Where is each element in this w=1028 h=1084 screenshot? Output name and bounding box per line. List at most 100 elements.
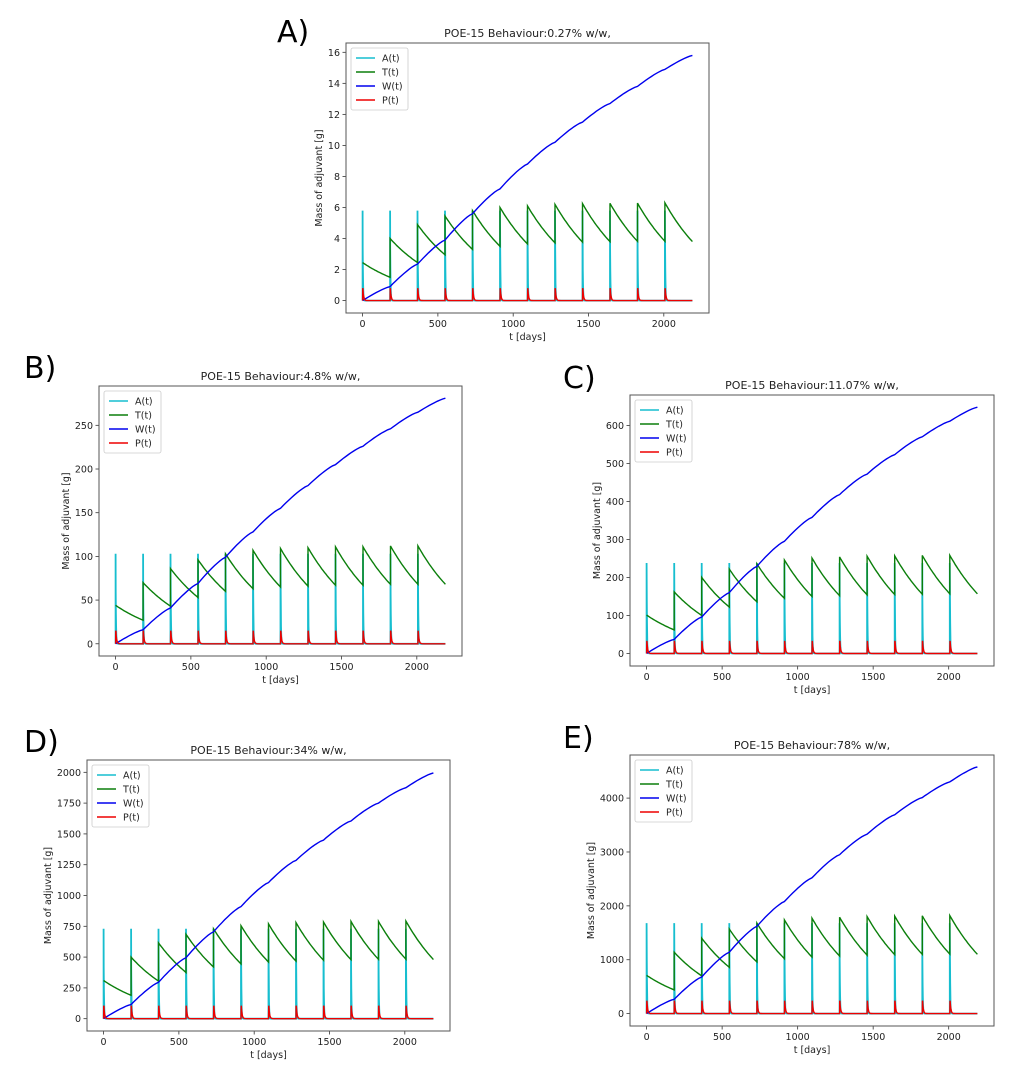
legend-label: P(t) [666, 448, 683, 459]
panel-c: C) POE-15 Behaviour:11.07% w/w,0 500 1000 15… [563, 361, 995, 696]
y-tick-label: 600 [606, 421, 624, 432]
legend: A(t) T(t) W(t) P(t) [91, 764, 150, 828]
x-tick-label: 2000 [405, 662, 429, 673]
y-tick-label: 14 [328, 79, 340, 90]
legend-label: W(t) [382, 82, 403, 93]
y-tick-label: 200 [75, 465, 93, 476]
x-axis-label: t [days] [794, 1045, 831, 1056]
x-tick-label: 500 [170, 1037, 188, 1048]
chart-title: POE-15 Behaviour:0.27% w/w, [444, 27, 611, 40]
y-tick-label: 0 [618, 649, 624, 660]
series-line-W [646, 406, 978, 655]
chart-title: POE-15 Behaviour:78% w/w, [734, 739, 890, 752]
y-tick-label: 150 [75, 508, 93, 519]
legend-label: A(t) [666, 406, 684, 417]
legend-label: W(t) [123, 799, 144, 810]
y-tick-label: 2000 [600, 901, 624, 912]
legend-box [103, 390, 162, 454]
legend-label: T(t) [665, 780, 683, 791]
series-group [102, 772, 434, 1020]
y-axis-label: Mass of adjuvant [g] [314, 129, 325, 226]
legend-label: P(t) [666, 808, 683, 819]
x-tick-label: 2000 [937, 672, 961, 683]
y-tick-label: 400 [606, 497, 624, 508]
x-tick-label: 2000 [937, 1032, 961, 1043]
panel-letter: B) [24, 351, 56, 386]
y-tick-label: 1750 [57, 799, 81, 810]
legend-label: W(t) [666, 434, 687, 445]
series-line-W [115, 397, 446, 645]
y-tick-label: 0 [87, 639, 93, 650]
legend-label: T(t) [665, 420, 683, 431]
y-tick-label: 10 [328, 141, 340, 152]
panel-letter: C) [563, 361, 596, 396]
x-tick-label: 500 [182, 662, 200, 673]
y-tick-label: 8 [334, 172, 340, 183]
legend-label: P(t) [123, 813, 140, 824]
chart-title: POE-15 Behaviour:11.07% w/w, [725, 379, 899, 392]
x-tick-label: 1500 [317, 1037, 341, 1048]
series-line-P [361, 287, 693, 302]
x-tick-label: 1000 [786, 1032, 810, 1043]
x-tick-label: 0 [113, 662, 119, 673]
axes-frame [98, 385, 463, 657]
panel-a: A) POE-15 Behaviour:0.27% w/w, 0 500 1000 150… [277, 15, 710, 343]
series-line-P [645, 1000, 978, 1015]
legend-label: T(t) [134, 411, 152, 422]
legend-box [634, 399, 693, 463]
series-line-P [645, 640, 978, 655]
x-tick-label: 1000 [501, 319, 525, 330]
y-axis-label: Mass of adjuvant [g] [586, 842, 597, 939]
series-group [361, 54, 693, 302]
y-tick-label: 1250 [57, 860, 81, 871]
legend-label: W(t) [135, 425, 156, 436]
legend: A(t) T(t) W(t) P(t) [103, 390, 162, 454]
panel-d: D) POE-15 Behaviour:34% w/w, 0 500 1000 1500 2… [24, 725, 451, 1061]
y-axis-label: Mass of adjuvant [g] [592, 482, 603, 579]
legend-box [634, 759, 693, 823]
x-tick-label: 1000 [242, 1037, 266, 1048]
series-group [645, 406, 978, 655]
y-tick-label: 100 [606, 611, 624, 622]
legend-label: W(t) [666, 794, 687, 805]
axes-frame [345, 42, 710, 314]
x-tick-label: 2000 [393, 1037, 417, 1048]
y-tick-label: 4 [334, 234, 340, 245]
x-tick-label: 2000 [652, 319, 676, 330]
y-tick-label: 250 [75, 421, 93, 432]
series-group [645, 766, 978, 1015]
y-tick-label: 0 [618, 1009, 624, 1020]
y-axis-label: Mass of adjuvant [g] [43, 847, 54, 944]
x-tick-label: 500 [429, 319, 447, 330]
legend-label: T(t) [122, 785, 140, 796]
y-axis-label: Mass of adjuvant [g] [61, 472, 72, 569]
x-tick-label: 1000 [254, 662, 278, 673]
x-tick-label: 0 [360, 319, 366, 330]
axes-frame [629, 394, 995, 667]
panel-letter: A) [277, 15, 309, 50]
series-line-T [646, 913, 978, 991]
x-tick-label: 1500 [576, 319, 600, 330]
y-tick-label: 500 [606, 459, 624, 470]
legend-label: A(t) [382, 54, 400, 65]
y-tick-label: 100 [75, 552, 93, 563]
x-axis-label: t [days] [794, 685, 831, 696]
legend-label: A(t) [666, 766, 684, 777]
x-tick-label: 1500 [329, 662, 353, 673]
panel-b: B) POE-15 Behaviour:4.8% w/w,0 500 1000 1500… [24, 351, 463, 686]
y-tick-label: 0 [75, 1014, 81, 1025]
panel-e: E) POE-15 Behaviour:78% w/w, 0 500 1000 1500 2… [563, 721, 995, 1056]
y-tick-label: 1000 [600, 955, 624, 966]
x-axis-label: t [days] [262, 675, 299, 686]
x-tick-label: 500 [713, 1032, 731, 1043]
legend-label: P(t) [135, 439, 152, 450]
x-axis-label: t [days] [250, 1050, 287, 1061]
x-tick-label: 0 [644, 672, 650, 683]
legend-label: A(t) [123, 771, 141, 782]
x-axis-label: t [days] [509, 332, 546, 343]
y-tick-label: 300 [606, 535, 624, 546]
legend-box [350, 47, 409, 111]
chart-title: POE-15 Behaviour:4.8% w/w, [201, 370, 361, 383]
y-tick-label: 1000 [57, 891, 81, 902]
